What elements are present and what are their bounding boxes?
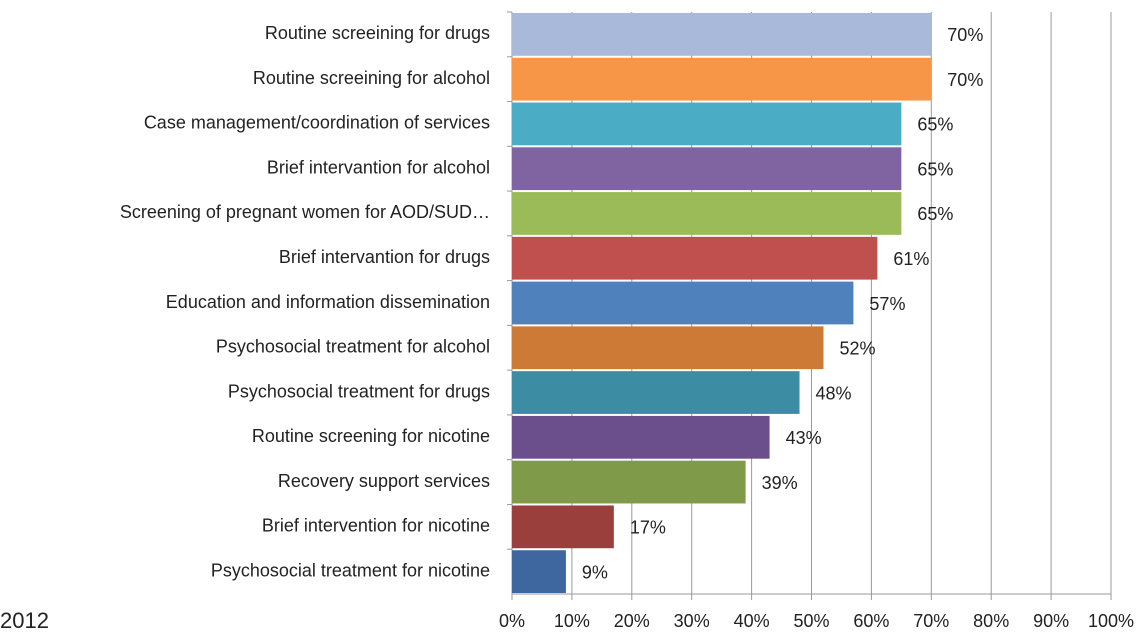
y-tick-label: Brief intervention for nicotine [262, 516, 490, 536]
bar [512, 236, 878, 280]
y-tick-label: Psychosocial treatment for drugs [228, 381, 490, 401]
data-label: 9% [582, 562, 608, 582]
bar [512, 147, 902, 191]
y-tick-label: Education and information dissemination [166, 292, 490, 312]
x-tick-label: 60% [853, 611, 889, 631]
bar [512, 371, 800, 414]
x-tick-label: 70% [913, 611, 949, 631]
year-label: 2012 [0, 608, 49, 633]
data-label: 17% [630, 518, 666, 538]
bar [512, 415, 770, 459]
y-tick-label: Routine screeining for drugs [265, 23, 490, 43]
bar [512, 460, 746, 504]
y-tick-label: Brief intervantion for alcohol [267, 157, 490, 177]
bar [512, 326, 824, 370]
x-tick-label: 30% [674, 611, 710, 631]
data-label: 65% [917, 159, 953, 179]
data-label: 52% [839, 339, 875, 359]
x-tick-label: 50% [793, 611, 829, 631]
data-label: 39% [762, 473, 798, 493]
y-tick-label: Screening of pregnant women for AOD/SUD… [120, 202, 490, 222]
bar [512, 505, 614, 549]
bar [512, 102, 902, 146]
y-tick-label: Case management/coordination of services [144, 113, 490, 133]
bar [512, 281, 854, 325]
x-tick-label: 40% [734, 611, 770, 631]
bar [512, 13, 932, 56]
y-tick-label: Brief intervantion for drugs [279, 247, 490, 267]
x-tick-label: 20% [614, 611, 650, 631]
bar [512, 192, 902, 235]
x-tick-label: 90% [1033, 611, 1069, 631]
y-tick-label: Routine screeining for alcohol [253, 68, 490, 88]
y-tick-label: Psychosocial treatment for nicotine [211, 560, 490, 580]
data-label: 65% [917, 204, 953, 224]
x-tick-label: 100% [1088, 611, 1134, 631]
data-label: 65% [917, 115, 953, 135]
data-label: 70% [947, 25, 983, 45]
y-tick-label: Routine screening for nicotine [252, 426, 490, 446]
data-label: 43% [786, 428, 822, 448]
y-tick-label: Psychosocial treatment for alcohol [216, 337, 490, 357]
data-label: 57% [869, 294, 905, 314]
data-label: 70% [947, 70, 983, 90]
x-tick-label: 10% [554, 611, 590, 631]
bar [512, 57, 932, 101]
x-tick-label: 80% [973, 611, 1009, 631]
bar [512, 550, 566, 593]
data-label: 48% [816, 383, 852, 403]
x-tick-label: 0% [499, 611, 525, 631]
data-label: 61% [893, 249, 929, 269]
y-tick-label: Recovery support services [278, 471, 490, 491]
